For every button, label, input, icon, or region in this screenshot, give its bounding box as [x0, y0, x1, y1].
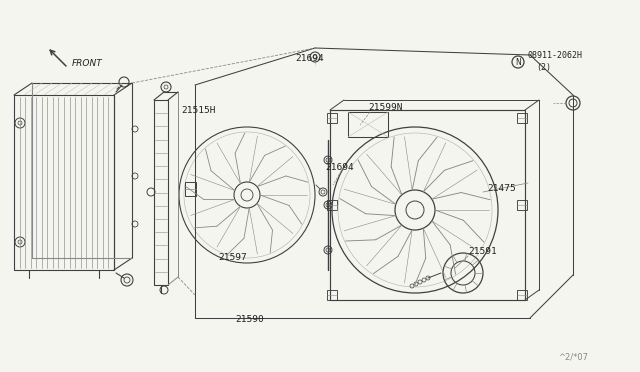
Bar [327, 113, 337, 123]
Bar [327, 290, 337, 300]
Bar [517, 200, 527, 210]
Bar [327, 200, 337, 210]
Text: ^2/*07: ^2/*07 [558, 353, 588, 362]
Bar [185, 182, 196, 196]
Bar [517, 113, 527, 123]
Text: 21475: 21475 [487, 183, 516, 192]
Text: 21590: 21590 [235, 315, 264, 324]
Bar [330, 110, 525, 300]
Bar [348, 112, 388, 137]
Text: (2): (2) [536, 62, 551, 71]
Text: 21599N: 21599N [368, 103, 403, 112]
Text: 21597: 21597 [218, 253, 247, 263]
Text: 21694: 21694 [295, 54, 324, 62]
Text: 08911-2062H: 08911-2062H [528, 51, 583, 60]
Text: FRONT: FRONT [72, 58, 103, 67]
Text: 21591: 21591 [468, 247, 497, 257]
Bar [517, 290, 527, 300]
Text: 21515H: 21515H [181, 106, 216, 115]
Text: N: N [515, 58, 521, 67]
Text: 21694: 21694 [325, 163, 354, 171]
